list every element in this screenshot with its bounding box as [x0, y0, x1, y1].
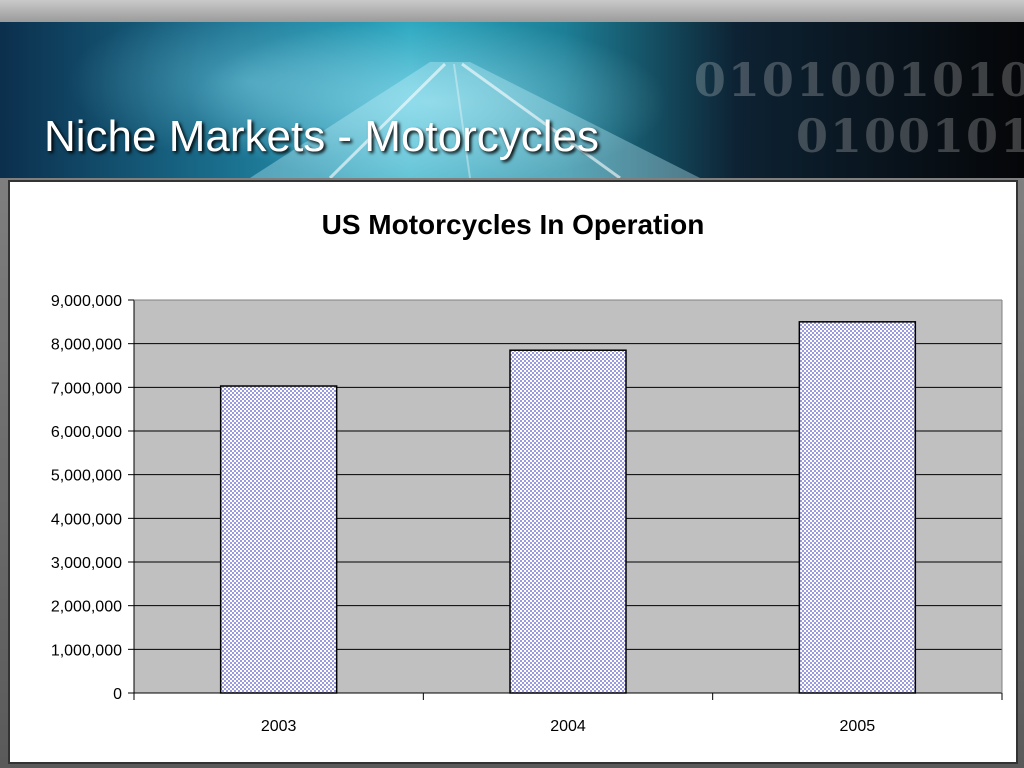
- y-tick-label: 2,000,000: [51, 599, 122, 616]
- bar: [798, 321, 917, 694]
- x-tick-label: 2005: [840, 718, 876, 735]
- y-tick-label: 7,000,000: [51, 380, 122, 397]
- slide-title: Niche Markets - Motorcycles: [44, 112, 600, 161]
- x-tick-label: 2003: [261, 718, 297, 735]
- bar: [509, 349, 627, 694]
- y-tick-label: 6,000,000: [51, 424, 122, 441]
- y-tick-label: 0: [113, 686, 122, 703]
- chart-panel: US Motorcycles In Operation 0 1,000,000 2,…: [8, 180, 1018, 764]
- x-tick-label: 2004: [550, 718, 586, 735]
- y-tick-label: 1,000,000: [51, 642, 122, 659]
- binary-decoration: 0101001010 0100101: [693, 53, 1024, 163]
- top-strip: [0, 0, 1024, 22]
- header-banner: 0101001010 0100101: [0, 22, 1024, 178]
- bar: [219, 385, 338, 694]
- y-tick-label: 5,000,000: [51, 468, 122, 485]
- chart-title: US Motorcycles In Operation: [322, 209, 705, 240]
- road-graphic: [250, 62, 700, 178]
- y-tick-label: 8,000,000: [51, 337, 122, 354]
- y-tick-label: 4,000,000: [51, 511, 122, 528]
- bar-chart: US Motorcycles In Operation 0 1,000,000 2,…: [51, 209, 1003, 735]
- y-tick-label: 3,000,000: [51, 555, 122, 572]
- y-tick-label: 9,000,000: [51, 293, 122, 310]
